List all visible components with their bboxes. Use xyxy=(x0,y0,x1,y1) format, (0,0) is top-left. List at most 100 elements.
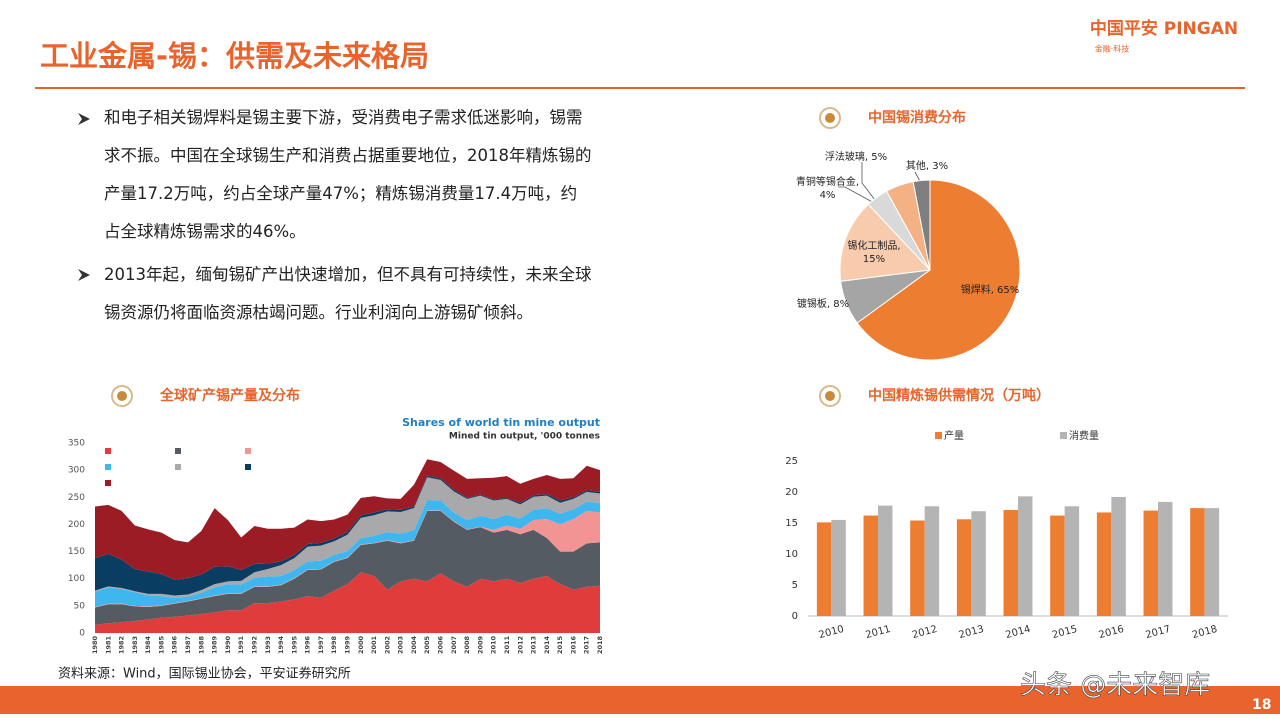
legend-label: Myanmar xyxy=(255,447,293,456)
legend-label: Malaysia xyxy=(255,463,290,472)
x-tick-label: 1994 xyxy=(277,635,285,654)
pie-label: 锡化工制品, 15% xyxy=(847,241,901,265)
y-tick-label: 250 xyxy=(68,493,85,503)
x-tick-label: 2010 xyxy=(490,635,498,654)
bar xyxy=(1204,508,1220,616)
x-tick-label: 1981 xyxy=(104,635,112,654)
pie-slice xyxy=(856,179,1021,361)
section-icon xyxy=(111,385,133,407)
x-tick-label: 1986 xyxy=(171,635,179,654)
x-tick-label: 1984 xyxy=(144,635,152,654)
legend-swatch xyxy=(245,448,251,454)
y-tick-label: 20 xyxy=(785,487,798,498)
pie-label: 浮法玻璃, 5% xyxy=(824,152,888,163)
x-tick-label: 1985 xyxy=(157,635,165,654)
pie-slice xyxy=(912,179,931,271)
bullet-arrow xyxy=(78,113,90,125)
x-tick-label: 2005 xyxy=(423,635,431,654)
bar xyxy=(1190,508,1205,616)
x-tick-label: 2011 xyxy=(503,635,511,654)
x-tick-label: 2011 xyxy=(864,624,891,641)
legend-label: Indonesia xyxy=(185,447,224,456)
x-tick-label: 2016 xyxy=(569,635,577,654)
x-tick-label: 2001 xyxy=(370,635,378,654)
legend-label: Peru xyxy=(185,463,203,472)
y-tick-label: 10 xyxy=(785,549,798,560)
x-tick-label: 2010 xyxy=(818,624,845,641)
x-tick-label: 2018 xyxy=(596,635,604,654)
area xyxy=(95,475,600,596)
legend-swatch xyxy=(105,464,111,470)
area xyxy=(95,500,600,607)
x-tick-label: 1997 xyxy=(317,636,325,654)
legend-swatch xyxy=(105,480,111,486)
legend-label: ROW xyxy=(115,479,135,488)
bullet: 和电子相关锡焊料是锡主要下游，受消费电子需求低迷影响，锡需求不振。中国在全球锡生… xyxy=(104,108,592,241)
x-tick-label: 2002 xyxy=(383,636,391,654)
x-tick-label: 2014 xyxy=(1004,624,1031,641)
legend-swatch xyxy=(105,448,111,454)
y-tick-label: 200 xyxy=(68,520,85,530)
area xyxy=(95,459,600,580)
pie-label: 镀锡板, 8% xyxy=(796,299,850,310)
bar xyxy=(1050,515,1065,616)
bar xyxy=(1096,512,1112,616)
bar xyxy=(831,519,846,616)
pie-slice xyxy=(839,203,932,282)
bar xyxy=(1003,509,1018,616)
x-tick-label: 1989 xyxy=(211,635,219,654)
x-tick-label: 2013 xyxy=(958,624,985,641)
bar xyxy=(924,506,940,616)
pie-label: 其他, 3% xyxy=(905,161,949,172)
bar xyxy=(1064,506,1080,616)
x-tick-label: 2004 xyxy=(410,635,418,654)
pie-label: 锡焊料, 65% xyxy=(960,285,1020,296)
x-tick-label: 1987 xyxy=(184,636,192,654)
logo: 中国平安 PINGAN xyxy=(1090,18,1238,39)
legend-label: China xyxy=(115,447,138,456)
bar xyxy=(878,505,893,616)
x-tick-label: 2013 xyxy=(530,636,538,654)
legend-label: 产量 xyxy=(944,429,964,442)
y-tick-label: 150 xyxy=(68,547,85,557)
legend-label: Bolivia xyxy=(115,463,142,472)
x-tick-label: 1999 xyxy=(344,635,352,654)
bar xyxy=(1111,496,1126,616)
x-tick-label: 1992 xyxy=(250,636,258,654)
slide-title: 工业金属-锡：供需及未来格局 xyxy=(40,39,429,73)
x-tick-label: 2012 xyxy=(911,624,938,641)
x-tick-label: 1983 xyxy=(131,636,139,654)
x-tick-label: 2006 xyxy=(437,635,445,654)
y-tick-label: 5 xyxy=(792,580,798,591)
x-tick-label: 2015 xyxy=(556,635,564,654)
bar xyxy=(863,515,878,616)
y-tick-label: 50 xyxy=(74,601,86,611)
area xyxy=(95,477,600,598)
x-tick-label: 2017 xyxy=(1144,624,1171,641)
bullet-arrow xyxy=(78,269,90,281)
area xyxy=(95,510,600,625)
legend-swatch xyxy=(175,448,181,454)
y-tick-label: 100 xyxy=(68,574,85,584)
section-icon xyxy=(819,385,841,407)
footer-base xyxy=(0,714,1280,720)
y-tick-label: 350 xyxy=(68,439,85,449)
y-tick-label: 0 xyxy=(79,629,85,639)
x-tick-label: 1982 xyxy=(118,636,126,654)
chart-title: 全球矿产锡产量及分布 xyxy=(159,387,300,404)
bar xyxy=(910,520,925,616)
x-tick-label: 1995 xyxy=(290,635,298,654)
legend-swatch xyxy=(175,464,181,470)
watermark: 头条 @未来智库 xyxy=(1020,671,1210,701)
chart-title: 中国精炼锡供需情况（万吨） xyxy=(868,387,1050,404)
x-tick-label: 2016 xyxy=(1098,624,1125,641)
pie-label: 青铜等锡合金, 4% xyxy=(795,177,860,201)
x-tick-label: 2009 xyxy=(476,635,484,654)
chart-note: Mined tin output, '000 tonnes xyxy=(449,432,600,442)
legend-swatch xyxy=(245,464,251,470)
area xyxy=(95,572,600,633)
bar xyxy=(816,522,832,616)
y-tick-label: 0 xyxy=(792,611,798,622)
